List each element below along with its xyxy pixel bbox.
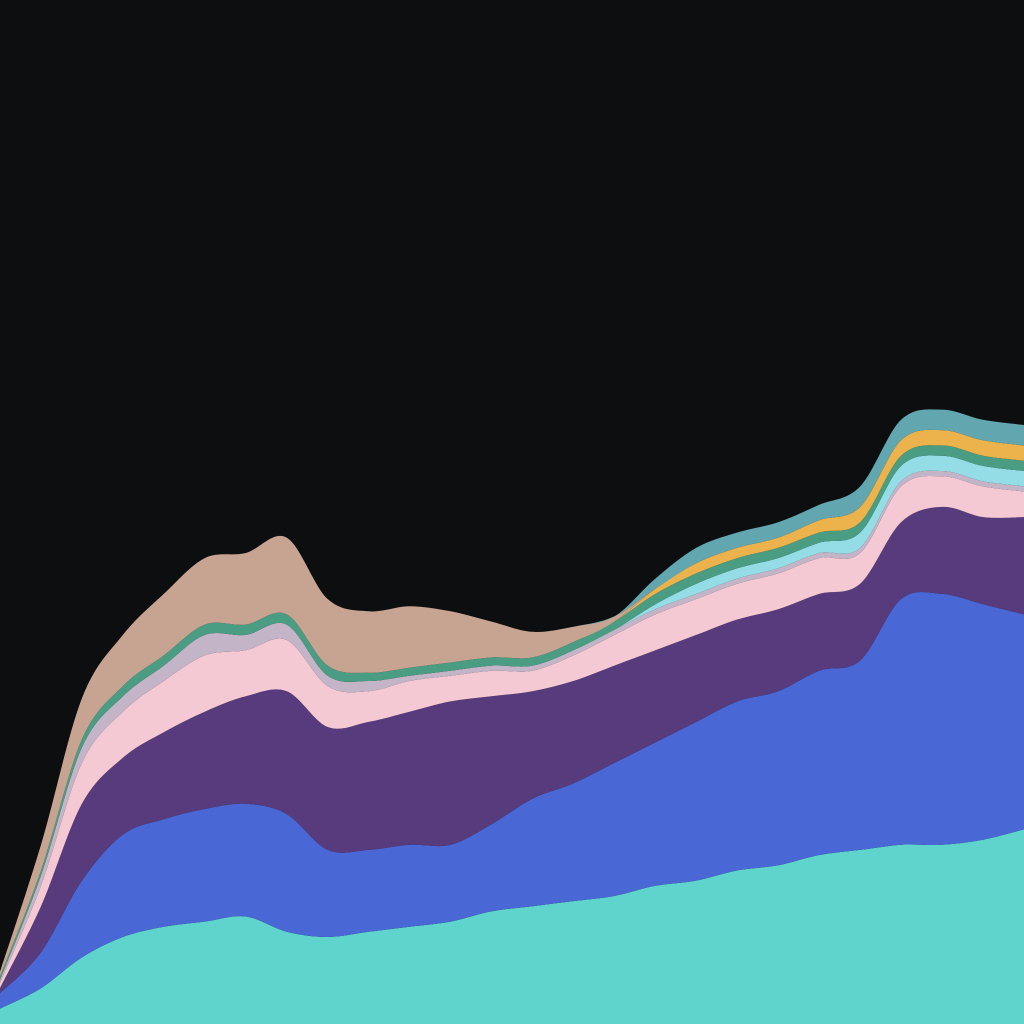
area-series-2	[0, 591, 1024, 1009]
chart-layers	[0, 409, 1024, 1024]
area-series-1	[0, 829, 1024, 1024]
area-series-3	[0, 506, 1024, 994]
area-series-4	[0, 475, 1024, 989]
area-series-9	[0, 429, 1024, 977]
